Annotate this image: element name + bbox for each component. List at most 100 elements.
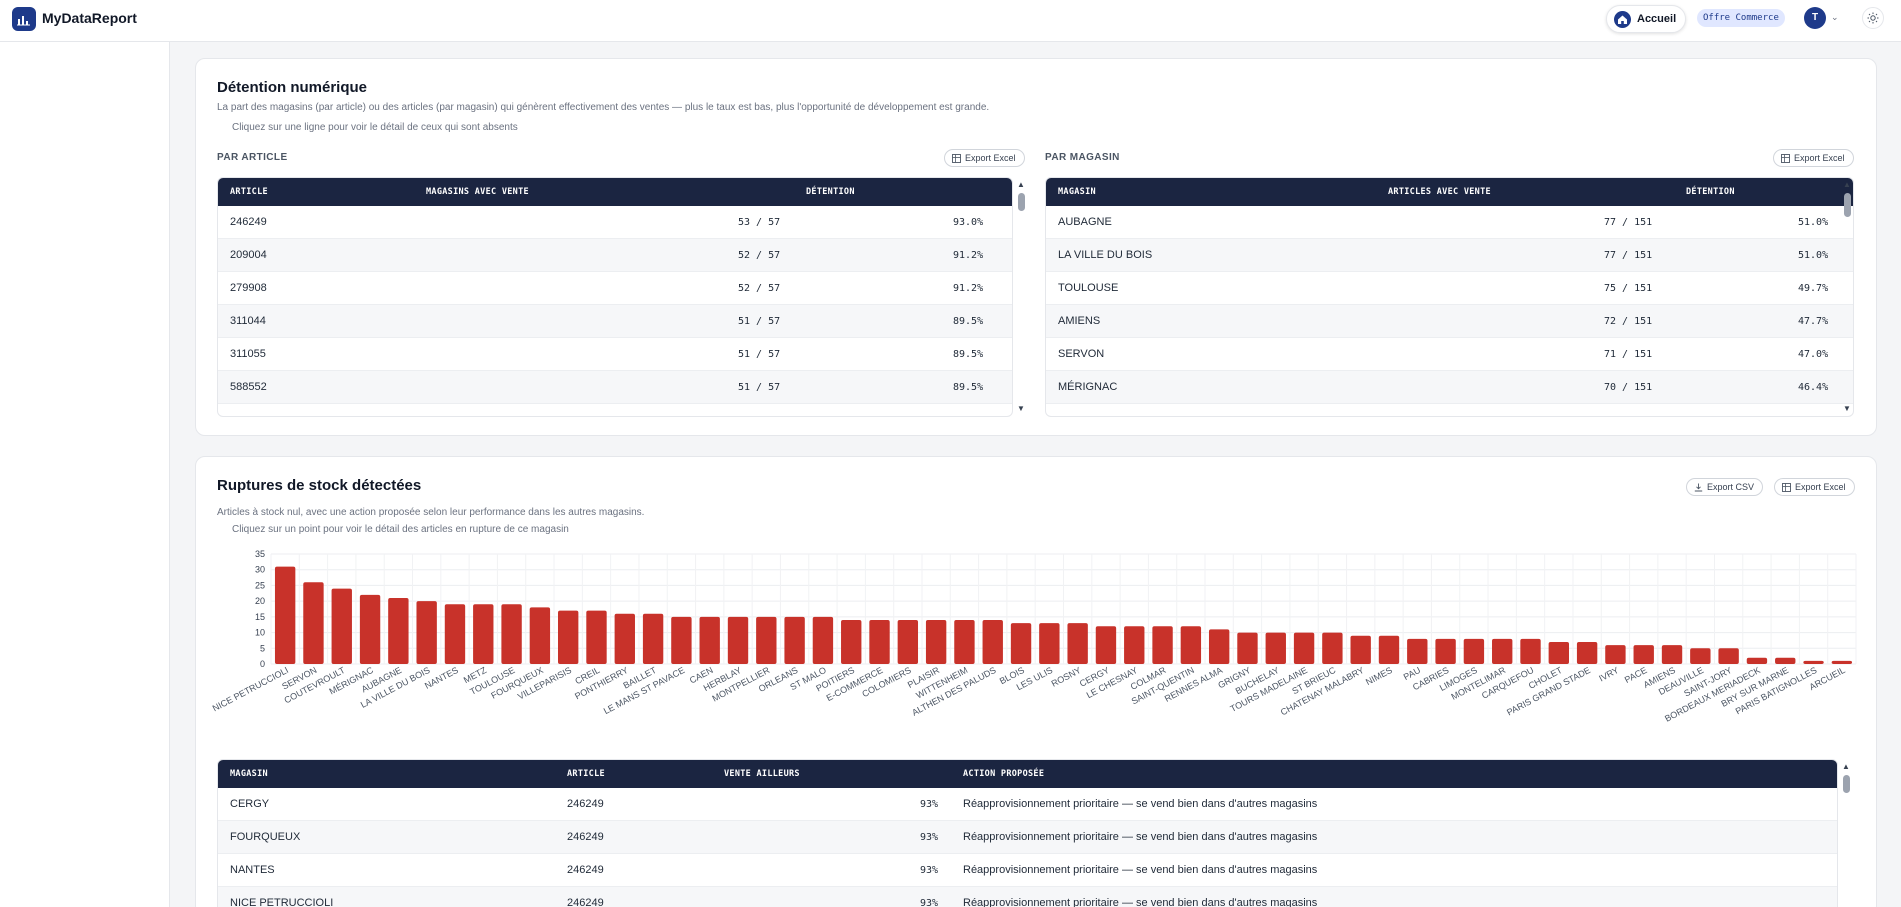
col-article[interactable]: ARTICLE (230, 187, 268, 197)
bar[interactable] (1803, 660, 1824, 664)
bar[interactable] (303, 582, 324, 664)
export-csv-button[interactable]: Export CSV (1686, 478, 1764, 496)
col-store[interactable]: MAGASIN (1058, 187, 1096, 197)
table-row[interactable]: AMIENS 72 / 151 47.7% (1046, 305, 1853, 338)
scroll-up-icon[interactable]: ▲ (1017, 180, 1025, 189)
bar[interactable] (1775, 657, 1796, 664)
bar[interactable] (501, 604, 522, 664)
col-article[interactable]: ARTICLE (567, 769, 605, 779)
bar[interactable] (1067, 623, 1088, 664)
by-article-scrollbar[interactable]: ▲ ▼ (1016, 181, 1026, 415)
bar[interactable] (1576, 642, 1598, 664)
table-row[interactable]: 246249 53 / 57 93.0% (218, 206, 1012, 239)
bar[interactable] (1690, 648, 1711, 664)
scroll-thumb[interactable] (1018, 193, 1025, 211)
bar[interactable] (388, 598, 409, 664)
bar[interactable] (841, 620, 862, 664)
scroll-thumb[interactable] (1844, 193, 1851, 217)
bar[interactable] (1010, 623, 1032, 664)
bar[interactable] (274, 566, 296, 664)
table-row[interactable]: 311055 51 / 57 89.5% (218, 338, 1012, 371)
bar[interactable] (699, 616, 720, 664)
bar[interactable] (982, 620, 1003, 664)
table-row[interactable]: CERGY 246249 93% Réapprovisionnement pri… (218, 788, 1837, 821)
col-detention[interactable]: DÉTENTION (806, 187, 855, 197)
app-title[interactable]: MyDataReport (42, 10, 137, 26)
bar[interactable] (1492, 638, 1513, 664)
table-row[interactable]: 279908 52 / 57 91.2% (218, 272, 1012, 305)
table-row[interactable]: 311044 51 / 57 89.5% (218, 305, 1012, 338)
table-row[interactable]: TOULOUSE 75 / 151 49.7% (1046, 272, 1853, 305)
bar[interactable] (1039, 623, 1060, 664)
bar[interactable] (473, 604, 494, 664)
bar[interactable] (1407, 638, 1428, 664)
bar[interactable] (444, 604, 466, 664)
by-store-export-excel-button[interactable]: Export Excel (1773, 149, 1854, 167)
bar[interactable] (1208, 629, 1230, 664)
bar[interactable] (529, 607, 551, 664)
scroll-down-icon[interactable]: ▼ (1017, 404, 1025, 413)
table-row[interactable]: NICE PETRUCCIOLI 246249 93% Réapprovisio… (218, 887, 1837, 907)
bar[interactable] (1265, 632, 1286, 664)
bar[interactable] (925, 620, 947, 664)
bar[interactable] (671, 616, 692, 664)
bar[interactable] (812, 616, 834, 664)
user-avatar[interactable]: T (1804, 7, 1826, 29)
bar[interactable] (1350, 635, 1371, 664)
col-articles-with-sales[interactable]: ARTICLES AVEC VENTE (1388, 187, 1491, 197)
col-detention[interactable]: DÉTENTION (1686, 187, 1735, 197)
stockouts-scrollbar[interactable]: ▲ (1841, 763, 1851, 907)
bar[interactable] (1180, 626, 1202, 664)
bar[interactable] (1435, 638, 1456, 664)
scroll-up-icon[interactable]: ▲ (1843, 180, 1851, 189)
bar[interactable] (557, 610, 579, 664)
stockouts-export-excel-button[interactable]: Export Excel (1774, 478, 1855, 496)
bar[interactable] (897, 620, 919, 664)
bar[interactable] (1605, 645, 1626, 664)
col-sales-elsewhere[interactable]: VENTE AILLEURS (724, 769, 800, 779)
bar[interactable] (1520, 638, 1541, 664)
table-row[interactable]: LA VILLE DU BOIS 77 / 151 51.0% (1046, 239, 1853, 272)
bar[interactable] (756, 616, 777, 664)
bar[interactable] (1633, 645, 1654, 664)
bar[interactable] (1095, 626, 1117, 664)
bar[interactable] (1378, 635, 1400, 664)
bar[interactable] (784, 616, 805, 664)
scroll-up-icon[interactable]: ▲ (1842, 762, 1850, 771)
bar[interactable] (727, 616, 749, 664)
app-logo-icon[interactable] (12, 7, 36, 31)
bar[interactable] (359, 594, 381, 664)
bar[interactable] (331, 588, 352, 664)
table-row[interactable]: 588552 51 / 57 89.5% (218, 371, 1012, 404)
by-store-scrollbar[interactable]: ▲ ▼ (1842, 181, 1852, 415)
by-article-export-excel-button[interactable]: Export Excel (944, 149, 1025, 167)
bar[interactable] (954, 620, 975, 664)
table-row[interactable]: FOURQUEUX 246249 93% Réapprovisionnement… (218, 821, 1837, 854)
table-row[interactable]: AUBAGNE 77 / 151 51.0% (1046, 206, 1853, 239)
bar[interactable] (1661, 645, 1683, 664)
bar[interactable] (614, 613, 635, 664)
chevron-down-icon[interactable]: ⌄ (1831, 12, 1839, 22)
bar[interactable] (586, 610, 607, 664)
bar[interactable] (642, 613, 664, 664)
bar[interactable] (1831, 660, 1853, 664)
col-store[interactable]: MAGASIN (230, 769, 268, 779)
home-button[interactable]: Accueil (1606, 5, 1686, 33)
bar[interactable] (1463, 638, 1485, 664)
bar[interactable] (1746, 657, 1768, 664)
scroll-down-icon[interactable]: ▼ (1843, 404, 1851, 413)
bar[interactable] (416, 601, 437, 664)
bar[interactable] (1322, 632, 1343, 664)
theme-toggle-button[interactable] (1862, 7, 1884, 29)
bar[interactable] (1293, 632, 1315, 664)
scroll-thumb[interactable] (1843, 775, 1850, 793)
bar[interactable] (1548, 642, 1570, 664)
col-stores-with-sales[interactable]: MAGASINS AVEC VENTE (426, 187, 529, 197)
col-proposed-action[interactable]: ACTION PROPOSÉE (963, 769, 1045, 779)
bar[interactable] (869, 620, 890, 664)
bar[interactable] (1124, 626, 1145, 664)
table-row[interactable]: 209004 52 / 57 91.2% (218, 239, 1012, 272)
bar[interactable] (1718, 648, 1739, 664)
table-row[interactable]: NANTES 246249 93% Réapprovisionnement pr… (218, 854, 1837, 887)
table-row[interactable]: MÉRIGNAC 70 / 151 46.4% (1046, 371, 1853, 404)
